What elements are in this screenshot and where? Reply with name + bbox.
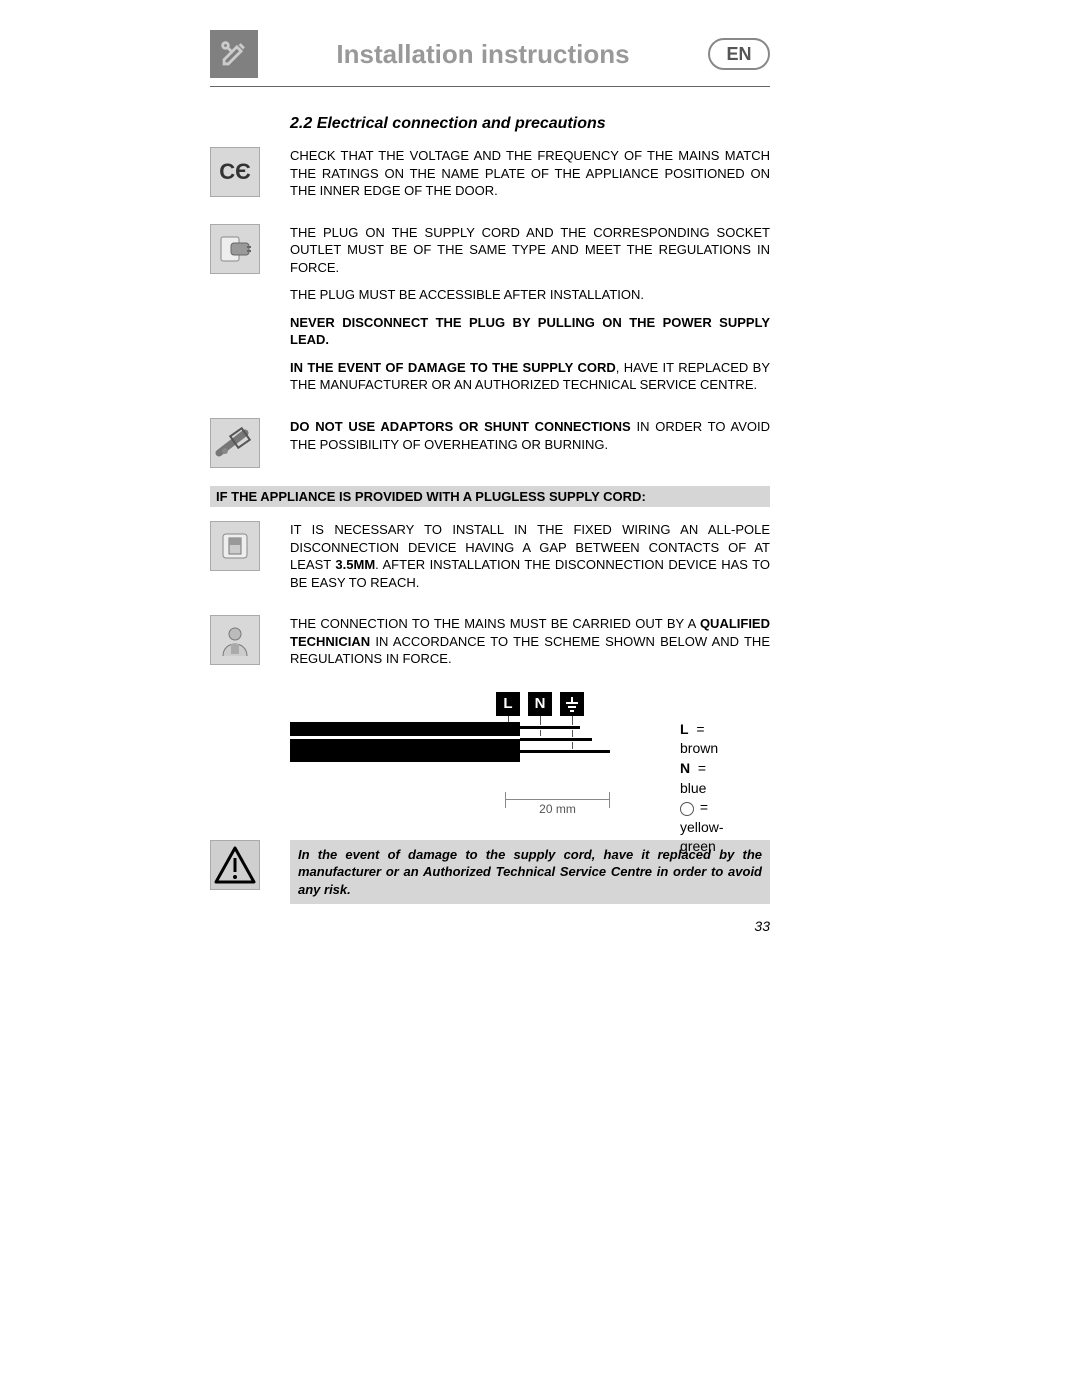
diagram-label-earth: [560, 692, 584, 716]
cable-body: [290, 722, 520, 762]
paragraph: DO NOT USE ADAPTORS OR SHUNT CONNECTIONS…: [290, 418, 770, 453]
bold-text: 3.5MM: [335, 557, 375, 572]
language-badge: EN: [708, 38, 770, 70]
switch-icon: [210, 521, 260, 571]
earth-symbol-icon: [680, 802, 694, 816]
legend-N-symbol: N: [680, 760, 690, 776]
block-adaptor: DO NOT USE ADAPTORS OR SHUNT CONNECTIONS…: [210, 418, 770, 468]
text: THE CONNECTION TO THE MAINS MUST BE CARR…: [290, 616, 700, 631]
block-ce-mark: CЄ CHECK THAT THE VOLTAGE AND THE FREQUE…: [210, 147, 770, 210]
diagram-label-L: L: [496, 692, 520, 716]
wiring-diagram: L N 20 mm L = brown N = blue = yellow-gr…: [290, 692, 730, 822]
wire-N: [520, 737, 592, 742]
bold-text: IN THE EVENT OF DAMAGE TO THE SUPPLY COR…: [290, 360, 616, 375]
plug-icon: [210, 224, 260, 274]
page-title: Installation instructions: [258, 39, 708, 70]
paragraph: IT IS NECESSARY TO INSTALL IN THE FIXED …: [290, 521, 770, 591]
section-heading: 2.2 Electrical connection and precaution…: [290, 115, 770, 133]
diagram-label-N: N: [528, 692, 552, 716]
page-header: Installation instructions EN: [210, 30, 770, 78]
dimension-mark: 20 mm: [505, 799, 610, 816]
warning-icon: [210, 840, 260, 890]
wire-earth: [520, 749, 610, 754]
ce-mark-icon: CЄ: [210, 147, 260, 197]
paragraph: THE PLUG ON THE SUPPLY CORD AND THE CORR…: [290, 224, 770, 277]
bold-text: DO NOT USE ADAPTORS OR SHUNT CONNECTIONS: [290, 419, 631, 434]
legend-L-symbol: L: [680, 721, 689, 737]
block-technician: THE CONNECTION TO THE MAINS MUST BE CARR…: [210, 615, 770, 678]
wire-L: [520, 725, 580, 730]
tools-icon: [210, 30, 258, 78]
technician-icon: [210, 615, 260, 665]
paragraph: CHECK THAT THE VOLTAGE AND THE FREQUENCY…: [290, 147, 770, 200]
block-plug: THE PLUG ON THE SUPPLY CORD AND THE CORR…: [210, 224, 770, 404]
block-switch: IT IS NECESSARY TO INSTALL IN THE FIXED …: [210, 521, 770, 601]
paragraph: NEVER DISCONNECT THE PLUG BY PULLING ON …: [290, 314, 770, 349]
dimension-text: 20 mm: [539, 802, 576, 816]
plugless-banner: IF THE APPLIANCE IS PROVIDED WITH A PLUG…: [210, 486, 770, 507]
document-page: Installation instructions EN 2.2 Electri…: [210, 30, 770, 934]
paragraph: IN THE EVENT OF DAMAGE TO THE SUPPLY COR…: [290, 359, 770, 394]
page-number: 33: [210, 918, 770, 934]
header-divider: [210, 86, 770, 87]
paragraph: THE PLUG MUST BE ACCESSIBLE AFTER INSTAL…: [290, 286, 770, 304]
adaptor-icon: [210, 418, 260, 468]
paragraph: THE CONNECTION TO THE MAINS MUST BE CARR…: [290, 615, 770, 668]
wire-legend: L = brown N = blue = yellow-green: [680, 720, 730, 857]
